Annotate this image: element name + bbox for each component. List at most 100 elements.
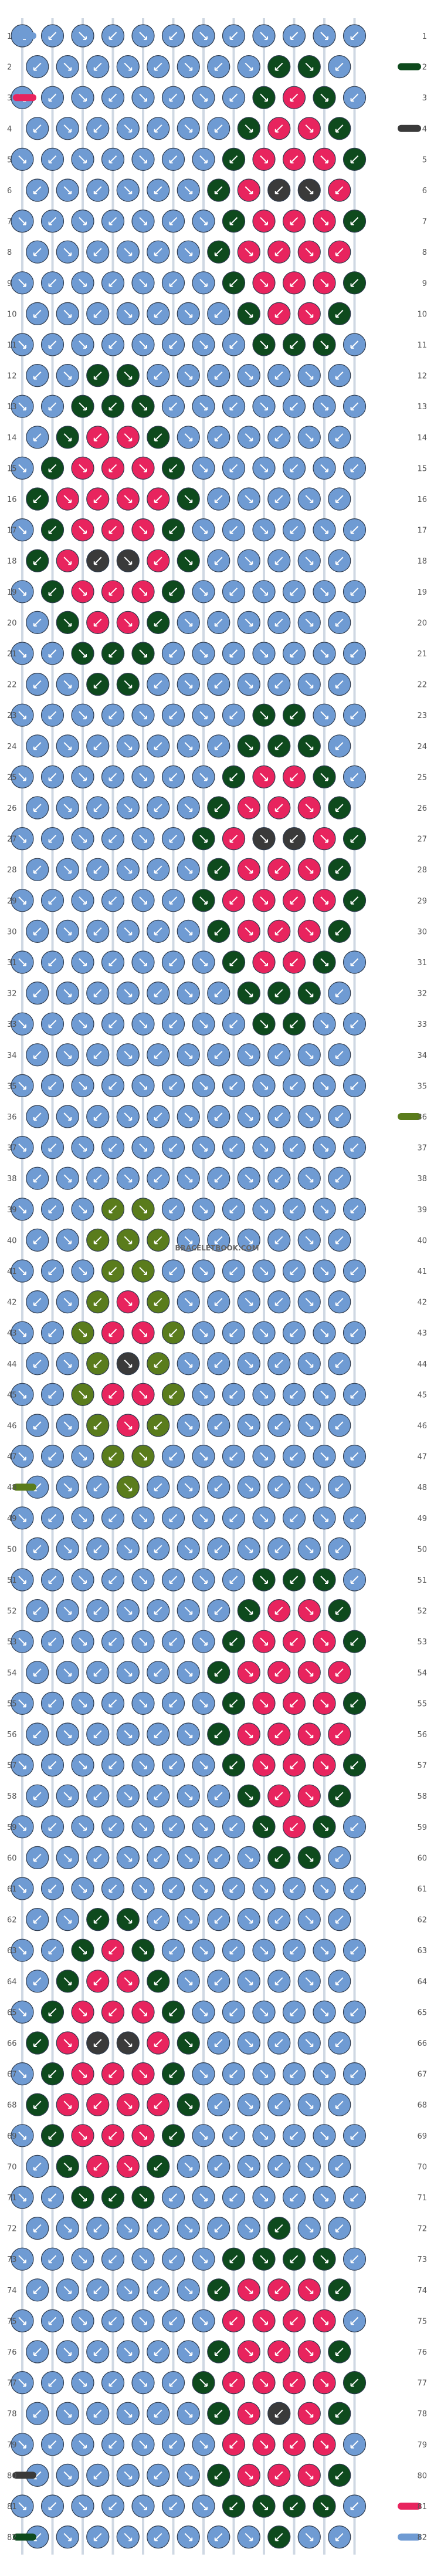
knot [56,796,79,820]
knot [328,611,351,635]
knot [161,1012,185,1036]
knot-arrow-icon [305,1915,314,1924]
knot [252,24,276,48]
knot-arrow-icon [169,1946,178,1955]
knot [86,240,110,264]
knot [71,1506,94,1530]
knot [207,1043,230,1067]
knot-arrow-icon [63,2224,72,2233]
knot [328,55,351,79]
knot-arrow-icon [93,1236,102,1245]
knot [222,2186,246,2209]
knot-arrow-icon [184,1051,193,1059]
knot-arrow-icon [350,2008,359,2017]
row-label-left: 75 [7,2317,17,2326]
knot [11,642,34,665]
knot [328,1290,351,1314]
strand-tail-right [398,63,421,70]
knot-arrow-icon [214,1730,223,1738]
knot [101,1691,125,1715]
knot-arrow-icon [108,1143,117,1152]
knot [267,2278,291,2302]
knot-arrow-icon [214,2100,223,2109]
knot [222,1383,246,1406]
knot [101,889,125,912]
knot-arrow-icon [320,464,328,473]
knot-arrow-icon [108,1946,117,1955]
knot-arrow-icon [350,834,359,843]
knot-arrow-icon [214,618,223,627]
row-label-left: 30 [7,928,17,936]
knot-arrow-icon [320,217,328,225]
knot [177,2340,200,2363]
knot-arrow-icon [63,124,72,133]
knot-arrow-icon [79,2193,87,2201]
knot [131,147,155,171]
knot [71,703,94,727]
knot [40,1135,65,1159]
knot-arrow-icon [139,834,147,843]
knot-arrow-icon [184,1545,193,1553]
knot [56,1475,79,1499]
knot [222,1568,246,1592]
knot-arrow-icon [93,865,102,874]
knot [297,1846,321,1869]
knot-arrow-icon [335,1730,344,1738]
knot-arrow-icon [18,1452,26,1461]
row-label-right: 67 [417,2071,427,2079]
knot-arrow-icon [350,1823,359,1831]
knot [116,55,140,79]
row-label-left: 39 [7,1206,17,1215]
knot [267,1228,291,1252]
knot [192,1321,215,1344]
knot [40,2000,65,2024]
knot-arrow-icon [154,2409,162,2418]
knot-arrow-icon [93,1730,102,1738]
knot-arrow-icon [18,1390,26,1399]
knot-arrow-icon [229,1514,238,1522]
knot-arrow-icon [63,2348,72,2356]
knot-arrow-icon [184,1853,193,1862]
knot [222,889,246,912]
knot [207,1599,230,1623]
row-label-left: 74 [7,2287,17,2295]
knot-arrow-icon [350,896,359,905]
row-label-left: 8 [7,248,12,257]
row-label-left: 66 [7,2039,17,2048]
knot [11,456,34,480]
knot-arrow-icon [214,1668,223,1677]
knot [56,2402,79,2425]
knot-arrow-icon [199,2008,208,2017]
knot-arrow-icon [260,1452,268,1461]
knot-arrow-icon [169,464,178,473]
knot-arrow-icon [274,1977,283,1985]
knot-arrow-icon [290,834,299,843]
knot [56,1599,79,1623]
row-label-right: 37 [417,1144,427,1153]
knot [343,1383,367,1406]
knot-arrow-icon [139,1390,147,1399]
row-label-right: 41 [417,1267,427,1276]
knot-arrow-icon [93,927,102,936]
knot [131,1938,155,1962]
knot-arrow-icon [63,1174,72,1183]
knot [252,456,276,480]
knot-arrow-icon [124,680,133,689]
row-label-left: 13 [7,403,17,412]
knot-arrow-icon [154,495,162,503]
knot-arrow-icon [290,1699,299,1708]
knot-arrow-icon [305,804,314,812]
knot-arrow-icon [245,2471,253,2480]
knot [116,796,140,820]
knot-arrow-icon [335,989,344,997]
knot [237,1043,260,1067]
knot [282,1259,306,1283]
knot-arrow-icon [18,402,26,411]
knot [86,1105,110,1128]
knot [11,950,34,974]
row-label-left: 28 [7,866,17,875]
knot [131,395,155,418]
knot-arrow-icon [63,804,72,812]
knot-arrow-icon [260,1884,268,1893]
knot-arrow-icon [350,1637,359,1646]
